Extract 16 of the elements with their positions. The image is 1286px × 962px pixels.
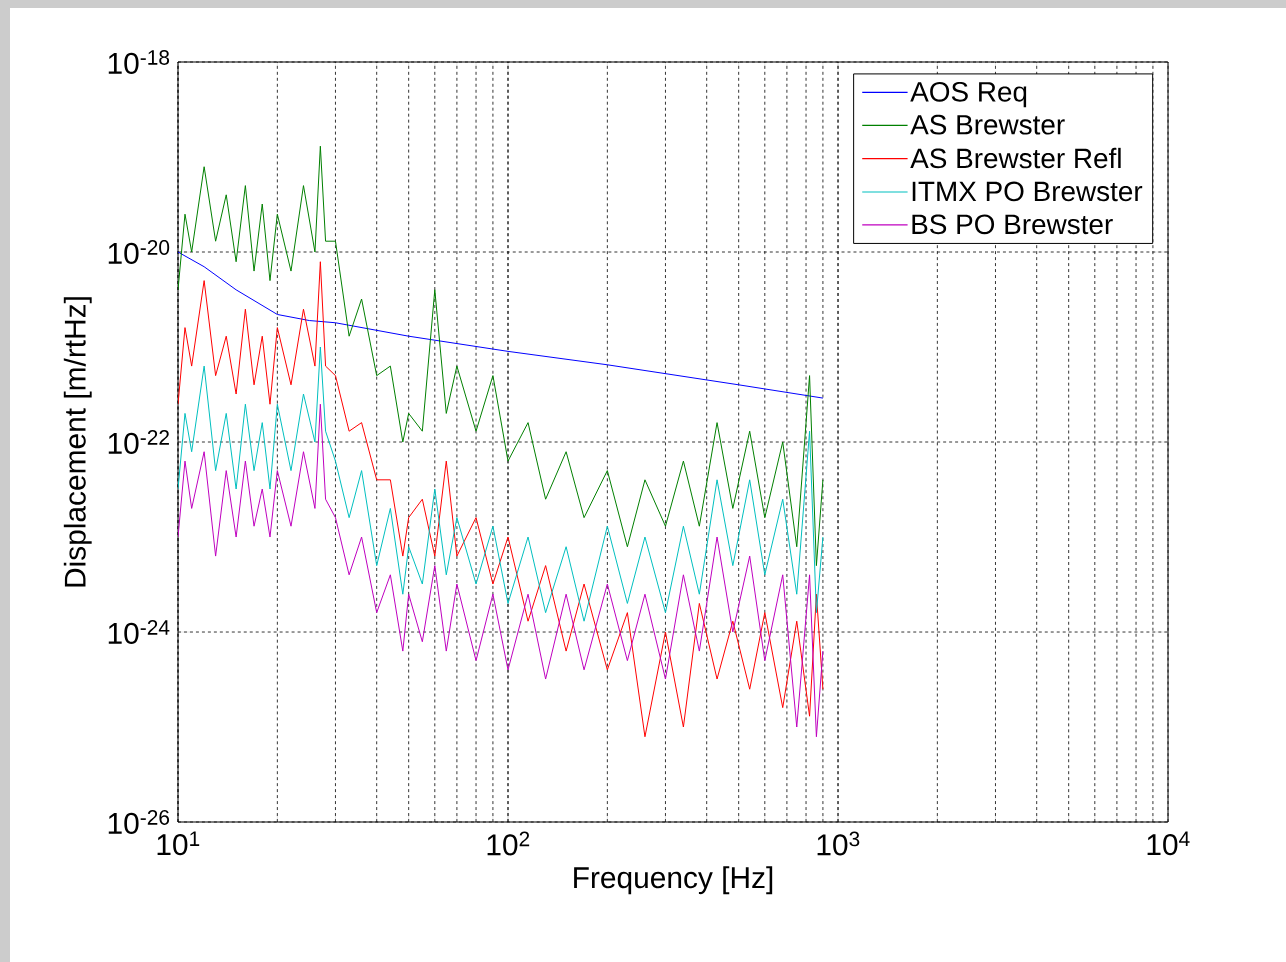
x-tick-label: 10$^{3}$: [817, 831, 860, 856]
y-axis-title: Displacement [m/rtHz]: [63, 297, 92, 587]
y-tick-label: 10$^{-24}$: [108, 620, 170, 644]
legend-label: AS Brewster: [910, 114, 1065, 135]
y-tick-label: 10$^{-20}$: [108, 240, 170, 264]
y-tick-label: 10$^{-22}$: [108, 430, 169, 454]
x-tick-label: 10$^{1}$: [157, 831, 200, 856]
y-tick-label: 10$^{-26}$: [108, 810, 170, 834]
y-tick-label: 10$^{-18}$: [108, 50, 170, 74]
legend-label: ITMX PO Brewster: [912, 181, 1143, 202]
legend-label: AS Brewster Refl: [910, 147, 1121, 169]
x-tick-label: 10$^{2}$: [487, 831, 530, 856]
legend-label: AOS Req: [910, 81, 1027, 108]
x-tick-label: 10$^{4}$: [1147, 831, 1190, 856]
x-axis-title: Frequency [Hz]: [574, 866, 773, 895]
legend-label: BS PO Brewster: [912, 214, 1113, 235]
